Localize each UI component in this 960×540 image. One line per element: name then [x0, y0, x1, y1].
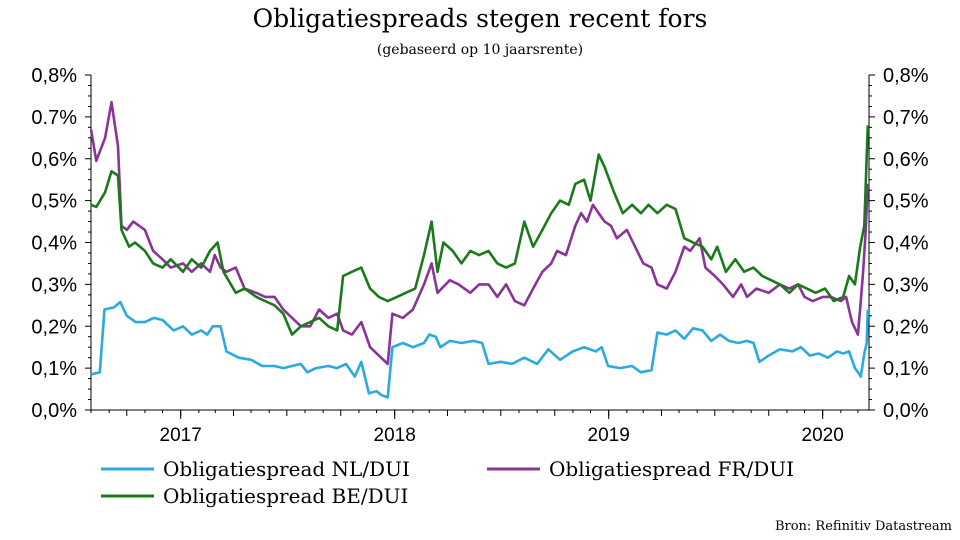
y-tick-label-left: 0.7% — [31, 107, 77, 129]
legend-label: Obligatiespread NL/DUI — [163, 457, 410, 481]
y-tick-label-left: 0,5% — [31, 191, 77, 213]
y-tick-label-left: 0,2% — [31, 316, 77, 338]
y-tick-label-right: 0,5% — [883, 191, 929, 213]
x-axis: 2017 2018 2019 2020 — [160, 425, 844, 446]
axes — [85, 74, 875, 419]
chart-subtitle: (gebaseerd op 10 jaarsrente) — [376, 42, 584, 58]
y-tick-label-left: 0,4% — [31, 233, 77, 255]
x-tick-label: 2018 — [374, 425, 416, 446]
y-tick-label-right: 0,6% — [883, 149, 929, 171]
y-axis-right: 0,0% 0,1% 0,2% 0,3% 0,4% 0,5% 0,6% 0,7% 0,8% — [883, 65, 929, 422]
y-tick-label-right: 0,1% — [883, 358, 929, 380]
series-line-1 — [89, 100, 870, 366]
y-tick-label-left: 0,6% — [31, 149, 77, 171]
y-tick-label-left: 0,3% — [31, 274, 77, 296]
y-tick-label-right: 0,4% — [883, 233, 929, 255]
legend-label: Obligatiespread FR/DUI — [549, 457, 794, 481]
legend: Obligatiespread NL/DUI Obligatiespread FR… — [101, 457, 794, 508]
y-tick-label-left: 0,0% — [31, 400, 77, 422]
y-tick-label-left: 0,1% — [31, 358, 77, 380]
x-tick-label: 2017 — [160, 425, 202, 446]
y-axis-left: 0,0% 0,1% 0,2% 0,3% 0,4% 0,5% 0,6% 0.7% 0,8% — [31, 65, 77, 422]
y-tick-label-right: 0,2% — [883, 316, 929, 338]
x-tick-label: 2019 — [588, 425, 630, 446]
x-tick-label: 2020 — [802, 425, 844, 446]
series-lines — [89, 100, 870, 399]
source-note: Bron: Refinitiv Datastream — [774, 519, 952, 534]
series-line-2 — [90, 125, 870, 336]
series-line-0 — [90, 300, 870, 399]
y-tick-label-left: 0,8% — [31, 65, 77, 87]
y-tick-label-right: 0,8% — [883, 65, 929, 87]
y-tick-label-right: 0,3% — [883, 274, 929, 296]
legend-label: Obligatiespread BE/DUI — [163, 484, 408, 508]
y-tick-label-right: 0,7% — [883, 107, 929, 129]
chart-title: Obligatiespreads stegen recent fors — [252, 4, 708, 33]
y-tick-label-right: 0,0% — [883, 400, 929, 422]
